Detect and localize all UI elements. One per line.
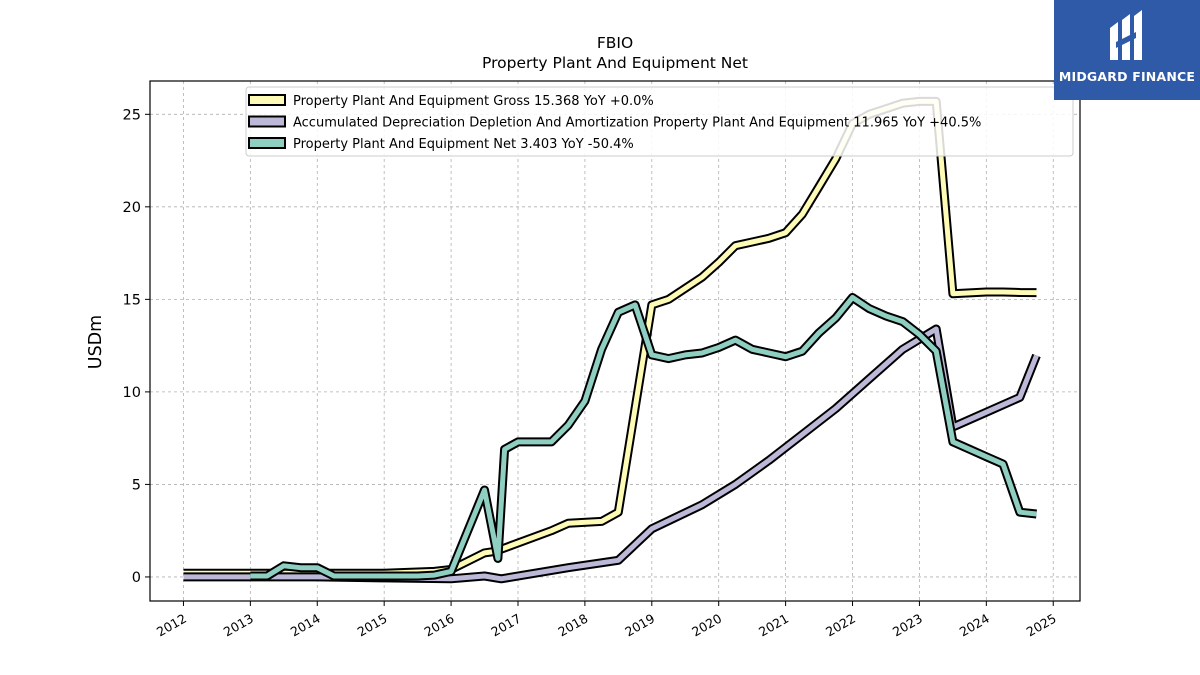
y-tick-label: 10 <box>123 385 141 401</box>
x-tick-label: 2014 <box>288 611 323 640</box>
x-tick-label: 2022 <box>823 611 858 640</box>
x-tick-label: 2012 <box>154 611 189 640</box>
x-tick-label: 2021 <box>756 611 791 640</box>
y-tick-label: 15 <box>123 292 141 308</box>
legend: Property Plant And Equipment Gross 15.36… <box>245 86 1074 157</box>
plot-frame <box>149 80 1081 602</box>
x-tick-label: 2018 <box>555 611 590 640</box>
legend-box <box>245 86 1074 157</box>
x-tick-label: 2015 <box>355 611 390 640</box>
legend-swatch <box>248 115 286 128</box>
x-tick-label: 2019 <box>622 611 657 640</box>
legend-entry: Property Plant And Equipment Gross 15.36… <box>293 94 654 109</box>
x-tick-label: 2013 <box>221 611 256 640</box>
x-tick-label: 2020 <box>689 611 724 640</box>
legend-swatch <box>248 137 286 149</box>
y-axis-label: USDm <box>86 315 106 369</box>
x-tick-label: 2023 <box>890 611 925 640</box>
legend-entry: Property Plant And Equipment Net 3.403 Y… <box>293 137 634 152</box>
chart-title: FBIO <box>597 34 633 52</box>
y-tick-label: 0 <box>132 570 141 586</box>
midgard-logo-icon <box>1110 10 1142 60</box>
brand-logo: MIDGARD FINANCE <box>1054 0 1200 100</box>
series-core <box>250 295 1037 579</box>
series-line-3 <box>250 293 1037 581</box>
y-tick-label: 5 <box>132 477 141 493</box>
legend-swatch <box>248 94 286 106</box>
x-tick-label: 2016 <box>422 611 457 640</box>
x-tick-label: 2017 <box>488 611 523 640</box>
legend-entry: Accumulated Depreciation Depletion And A… <box>293 116 981 131</box>
y-tick-label: 20 <box>123 200 141 216</box>
grid-lines <box>150 81 1080 601</box>
brand-name: MIDGARD FINANCE <box>1058 69 1196 84</box>
x-tick-label: 2024 <box>957 611 992 640</box>
chart-subtitle: Property Plant And Equipment Net <box>482 54 748 72</box>
x-tick-label: 2025 <box>1024 611 1059 640</box>
y-tick-label: 25 <box>123 107 141 123</box>
